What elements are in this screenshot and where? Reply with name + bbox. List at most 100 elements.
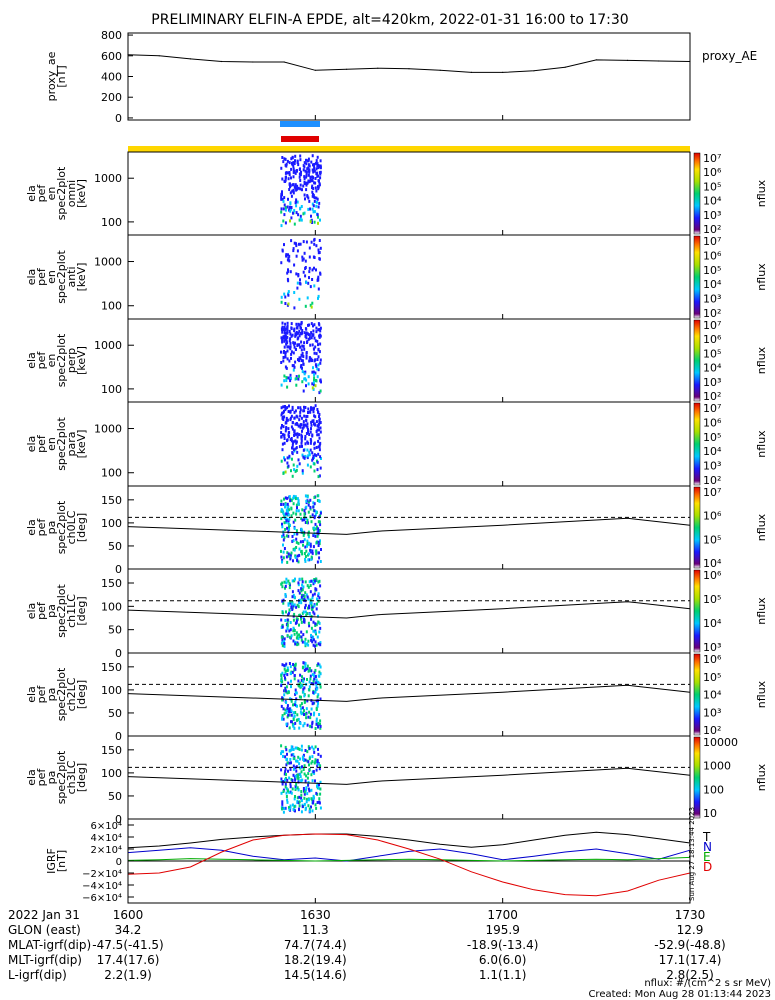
ephemeris-value: -18.9(-13.4) xyxy=(466,938,539,952)
heatmap-cell xyxy=(281,696,284,700)
heatmap-cell xyxy=(305,188,308,192)
heatmap-cell xyxy=(294,439,297,443)
heatmap-cell xyxy=(298,218,301,222)
heatmap-cell xyxy=(296,603,299,607)
heatmap-cell xyxy=(315,552,318,556)
heatmap-cell xyxy=(317,328,320,332)
heatmap-cell xyxy=(283,664,286,668)
colorbar-tick-label: 10³ xyxy=(703,460,721,473)
heatmap-cell xyxy=(307,533,310,537)
heatmap-cell xyxy=(304,559,307,563)
heatmap-cell xyxy=(312,163,314,167)
ytick-label: −6×10⁴ xyxy=(82,893,122,904)
heatmap-cell xyxy=(319,806,322,810)
heatmap-cell xyxy=(318,474,321,478)
heatmap-cell xyxy=(293,162,296,165)
heatmap-cell xyxy=(310,797,313,801)
heatmap-cell xyxy=(314,345,317,349)
heatmap-cell xyxy=(294,778,297,782)
heatmap-cell xyxy=(289,555,292,559)
colorbar-tick-label: 10⁵ xyxy=(703,431,721,444)
heatmap-cell xyxy=(301,675,303,679)
colorbar-label: nflux xyxy=(755,346,768,374)
heatmap-cell xyxy=(314,177,317,180)
heatmap-cell xyxy=(302,420,305,424)
heatmap-cell xyxy=(294,691,297,695)
ytick-label: 100 xyxy=(101,383,122,396)
heatmap-cell xyxy=(292,593,295,597)
heatmap-cell xyxy=(287,554,290,558)
heatmap-cell xyxy=(289,748,292,752)
heatmap-cell xyxy=(303,772,306,776)
heatmap-cell xyxy=(292,663,295,666)
heatmap-cell xyxy=(286,438,289,442)
heatmap-cell xyxy=(298,747,301,751)
colorbar-label: nflux xyxy=(755,430,768,458)
heatmap-cell xyxy=(281,663,284,667)
heatmap-cell xyxy=(288,259,291,263)
heatmap-cell xyxy=(293,345,296,349)
heatmap-cell xyxy=(297,541,300,545)
heatmap-cell xyxy=(289,697,292,701)
heatmap-cell xyxy=(294,766,297,770)
heatmap-cell xyxy=(307,179,310,183)
heatmap-cell xyxy=(296,325,299,329)
ylabel-pa0: elapefpaspec2plotch0LC[deg] xyxy=(25,500,88,554)
heatmap-cell xyxy=(300,439,303,443)
heatmap-cell xyxy=(293,668,296,672)
heatmap-cell xyxy=(311,458,314,462)
colorbar xyxy=(693,402,701,486)
heatmap-cell xyxy=(301,344,304,348)
heatmap-cell xyxy=(313,441,316,445)
heatmap-cell xyxy=(316,358,319,361)
heatmap-cell xyxy=(293,674,296,677)
heatmap-cell xyxy=(291,161,293,165)
heatmap-cell xyxy=(285,748,288,752)
heatmap-cell xyxy=(311,809,314,813)
heatmap-cell xyxy=(295,619,298,623)
heatmap-cell xyxy=(302,455,305,459)
heatmap-cell xyxy=(293,526,296,530)
heatmap-cell xyxy=(309,285,312,289)
heatmap-cell xyxy=(308,323,311,327)
panel-frame xyxy=(127,485,691,570)
heatmap-cell xyxy=(294,159,296,163)
heatmap-cell xyxy=(307,639,310,643)
ytick-label: 0 xyxy=(115,647,122,660)
heatmap-cell xyxy=(285,772,287,776)
heatmap-cell xyxy=(300,527,303,531)
heatmap-cell xyxy=(313,612,316,616)
heatmap-cell xyxy=(311,433,314,437)
heatmap-cell xyxy=(312,366,314,370)
heatmap-cell xyxy=(304,454,307,458)
heatmap-cell xyxy=(317,532,320,536)
heatmap-cell xyxy=(287,376,290,380)
heatmap-cell xyxy=(294,692,297,696)
heatmap-cell xyxy=(286,673,289,677)
heatmap-cell xyxy=(295,509,298,513)
heatmap-cell xyxy=(307,375,310,379)
heatmap-cells-spec2 xyxy=(280,321,322,395)
heatmap-cell xyxy=(291,803,294,807)
heatmap-cell xyxy=(295,769,298,773)
heatmap-cell xyxy=(319,672,322,676)
heatmap-cell xyxy=(316,597,318,601)
heatmap-cell xyxy=(286,327,289,331)
heatmap-cell xyxy=(310,557,313,561)
heatmap-cell xyxy=(312,324,314,328)
heatmap-cell xyxy=(302,768,305,771)
ephemeris-value: 1700 xyxy=(487,908,518,922)
heatmap-cell xyxy=(315,681,318,685)
heatmap-cell xyxy=(285,337,288,341)
heatmap-cell xyxy=(294,201,297,205)
ytick-label: 50 xyxy=(108,707,122,720)
heatmap-cell xyxy=(310,603,313,607)
heatmap-cell xyxy=(319,466,322,470)
heatmap-cell xyxy=(281,411,284,415)
heatmap-cell xyxy=(318,621,321,625)
heatmap-cell xyxy=(286,691,289,695)
heatmap-cell xyxy=(284,208,287,212)
heatmap-cell xyxy=(315,719,318,723)
heatmap-cell xyxy=(316,525,318,529)
